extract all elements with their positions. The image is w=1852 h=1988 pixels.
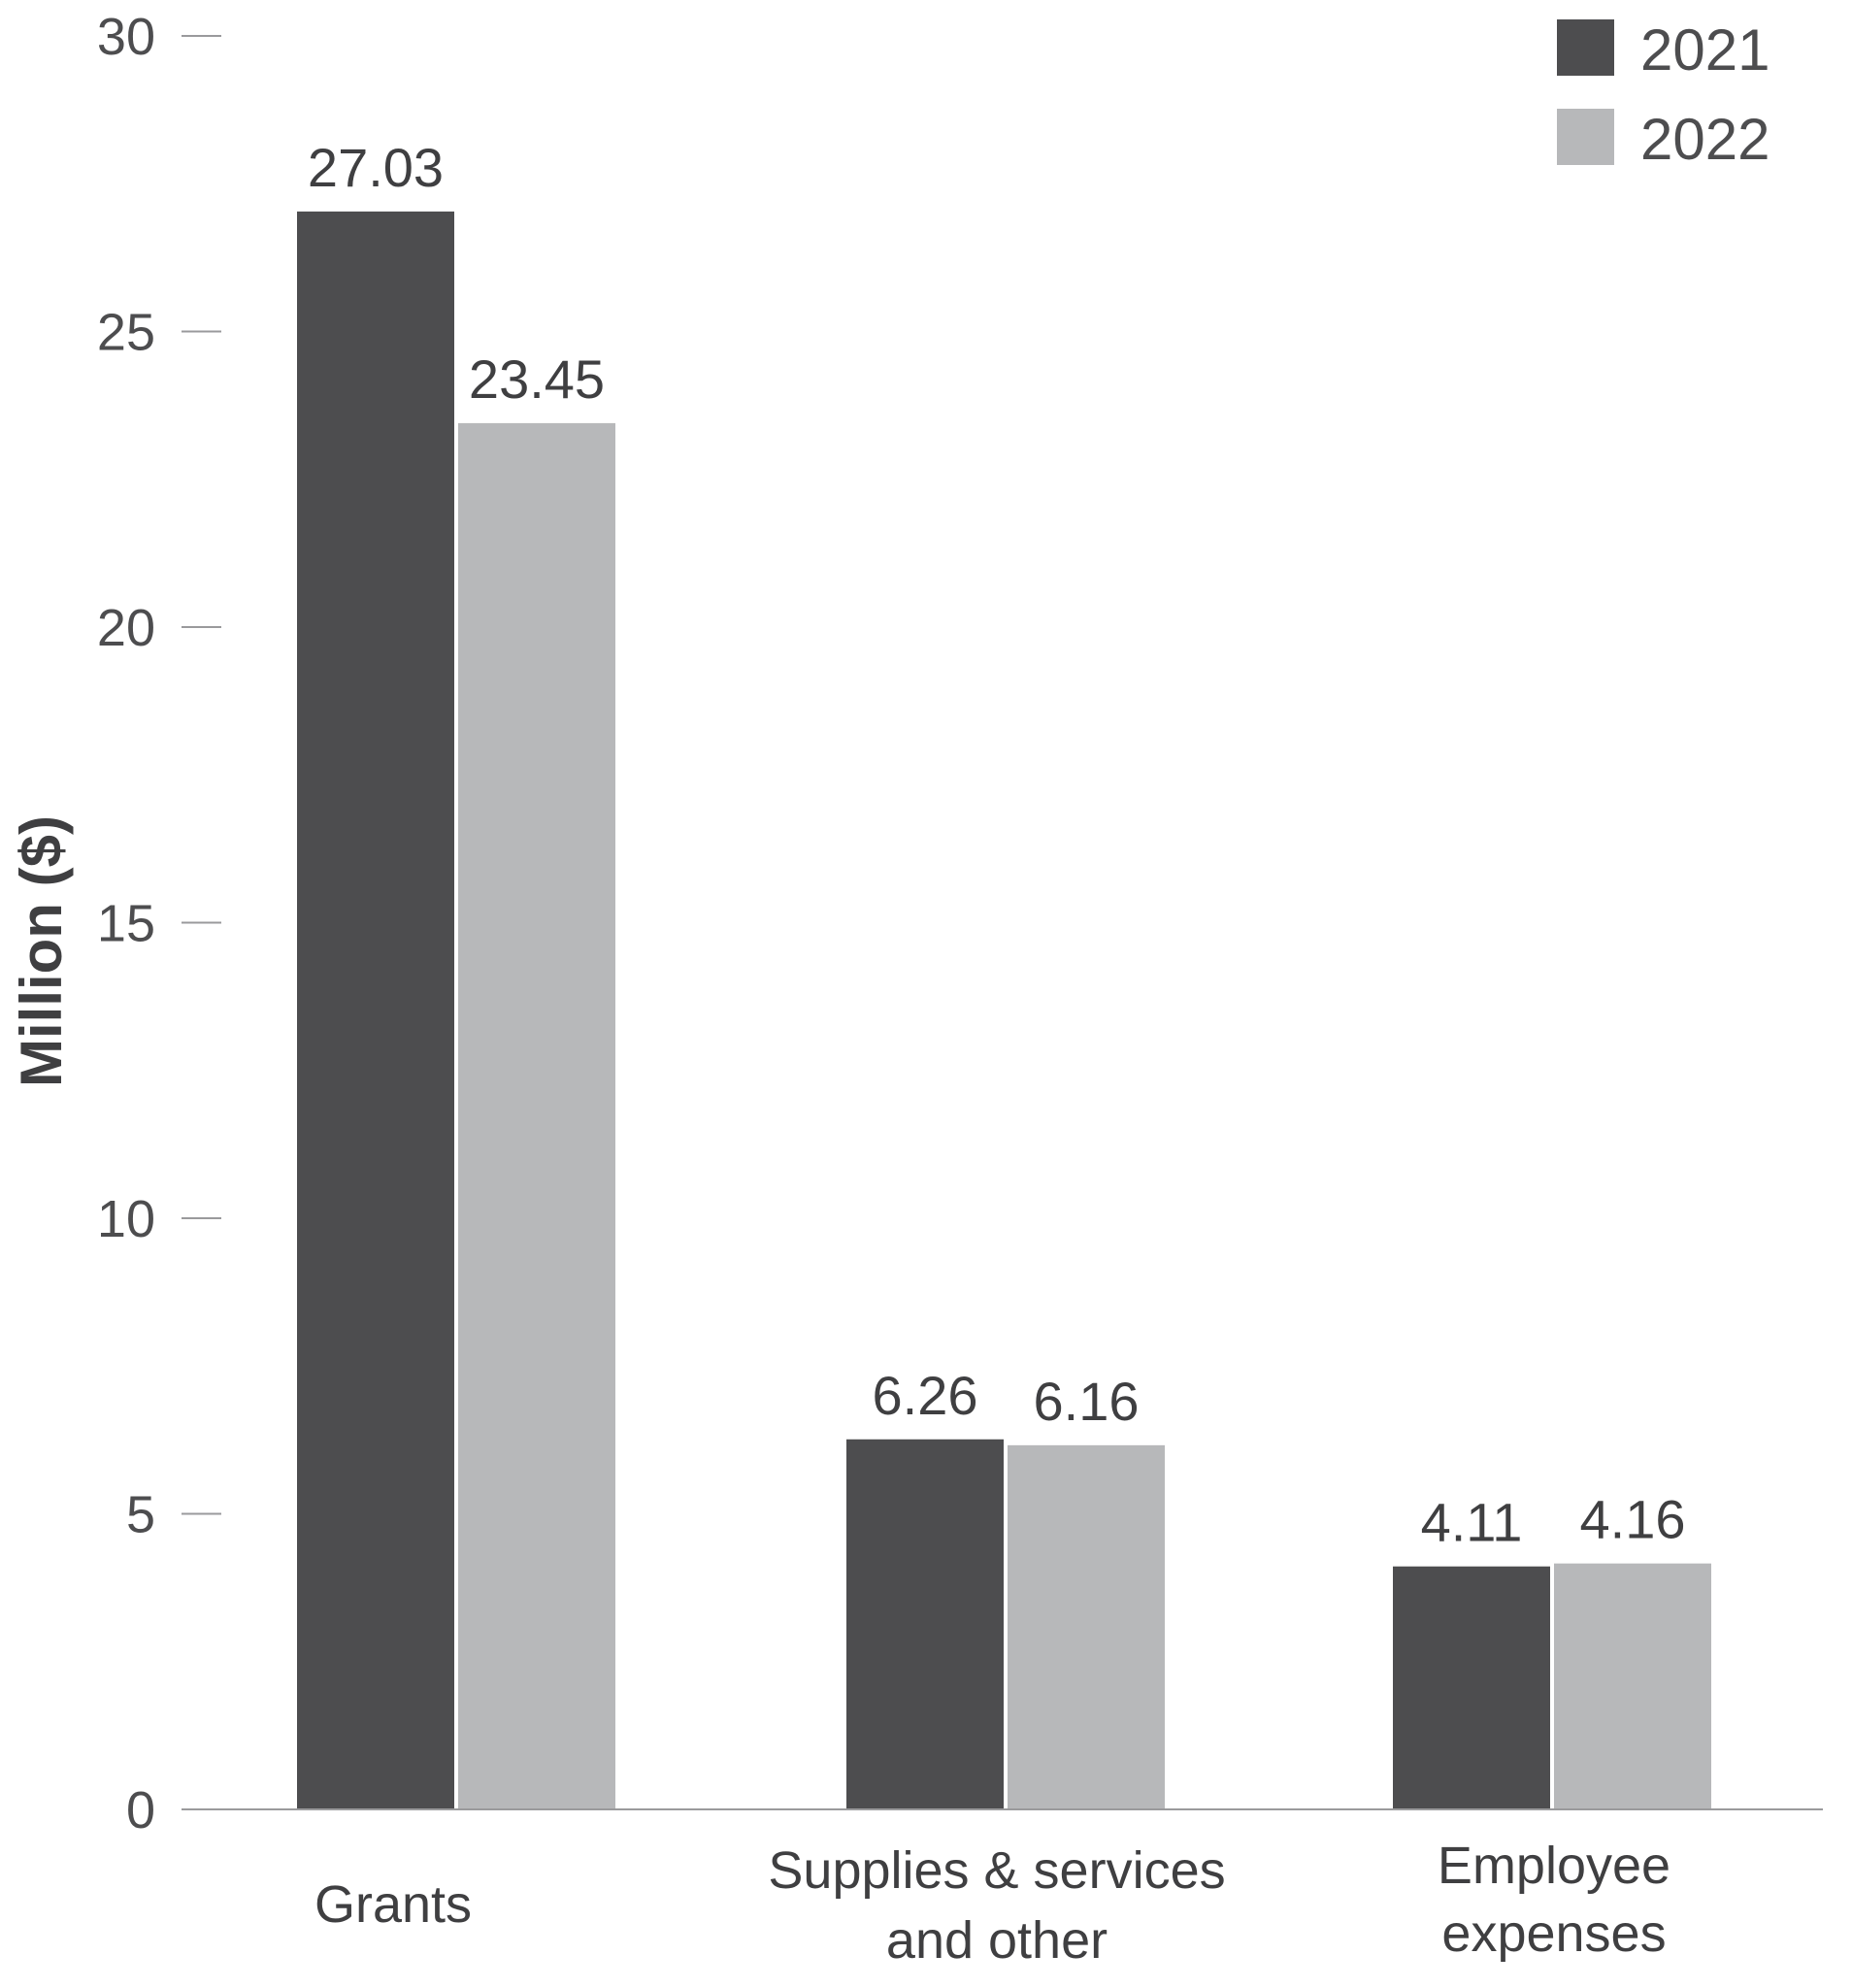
category-label: expenses [1441, 1905, 1666, 1963]
legend-label: 2022 [1640, 107, 1769, 172]
legend-label: 2021 [1640, 17, 1769, 83]
category-label: Employee [1438, 1837, 1670, 1895]
y-tick-label: 0 [126, 1781, 155, 1839]
legend-swatch-2021 [1557, 19, 1614, 76]
y-tick-label: 25 [97, 304, 155, 362]
y-tick-label: 30 [97, 8, 155, 66]
bar-2021-2 [1393, 1566, 1550, 1809]
y-tick-label: 5 [126, 1486, 155, 1544]
data-label: 4.16 [1580, 1489, 1686, 1550]
data-label: 4.11 [1421, 1492, 1523, 1553]
data-label: 6.16 [1034, 1371, 1140, 1432]
bar-2022-0 [458, 422, 615, 1809]
category-label: Grants [314, 1875, 472, 1934]
y-axis-label: Million ($) [9, 815, 74, 1087]
data-label: 27.03 [308, 137, 444, 198]
bar-2022-1 [1008, 1444, 1165, 1809]
category-label: and other [886, 1911, 1108, 1970]
y-tick-label: 15 [97, 895, 155, 953]
bar-2021-1 [846, 1439, 1004, 1809]
data-label: 6.26 [873, 1365, 978, 1426]
bar-2021-0 [297, 211, 454, 1809]
bar-2022-2 [1554, 1563, 1711, 1809]
data-label: 23.45 [469, 348, 605, 410]
y-tick-label: 10 [97, 1190, 155, 1248]
legend-swatch-2022 [1557, 109, 1614, 165]
y-tick-label: 20 [97, 599, 155, 657]
category-label: Supplies & services [768, 1841, 1225, 1900]
